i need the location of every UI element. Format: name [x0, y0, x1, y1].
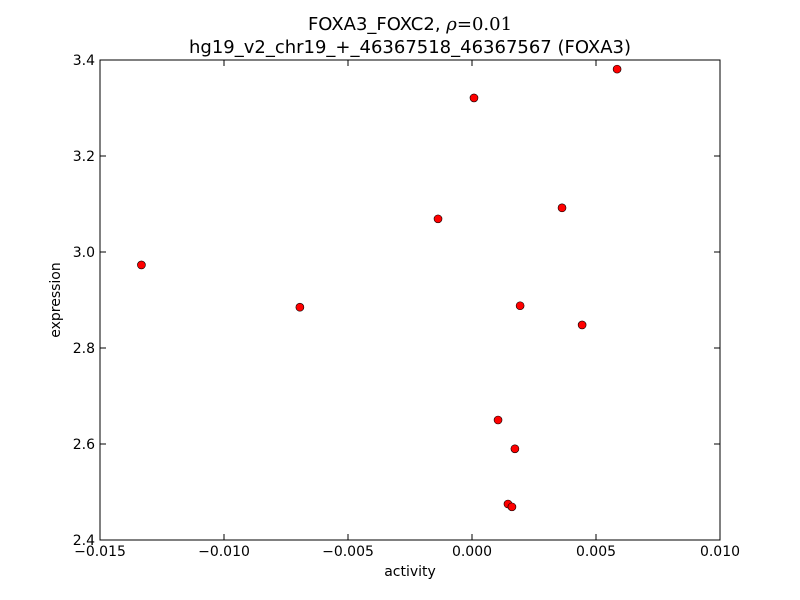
y-tick-label: 3.4: [73, 53, 95, 69]
chart-subtitle: hg19_v2_chr19_+_46367518_46367567 (FOXA3…: [189, 37, 631, 58]
data-point-5: [612, 64, 622, 74]
data-point-2: [295, 302, 305, 312]
data-points: [137, 64, 622, 512]
data-point-12: [507, 502, 517, 512]
chart-title-prefix: FOXA3_FOXC2,: [308, 14, 446, 35]
data-point-7: [515, 301, 525, 311]
plot-area: [100, 60, 720, 540]
data-point-3: [433, 214, 443, 224]
data-point-1: [137, 260, 146, 270]
plot-frame: [99, 59, 721, 541]
x-tick-label: −0.010: [198, 544, 250, 560]
x-tick-label: 0.005: [576, 544, 616, 560]
data-point-9: [493, 415, 503, 425]
x-tick-label: −0.015: [74, 544, 126, 560]
x-axis-label: activity: [384, 564, 436, 580]
chart-title-rho-value: =0.01: [457, 14, 512, 35]
chart-title: FOXA3_FOXC2, ρ=0.01: [308, 14, 512, 35]
y-tick-label: 3.0: [73, 245, 95, 261]
y-tick-label: 3.2: [73, 149, 95, 165]
x-tick-label: −0.005: [322, 544, 374, 560]
chart-title-rho-symbol: ρ: [445, 14, 457, 35]
data-point-6: [557, 203, 567, 213]
data-point-4: [469, 93, 479, 103]
x-tick-label: 0.010: [700, 544, 740, 560]
y-axis-label: expression: [48, 262, 64, 338]
y-tick-label: 2.4: [73, 533, 95, 549]
y-tick-label: 2.8: [73, 341, 95, 357]
x-tick-label: 0.000: [452, 544, 492, 560]
data-point-8: [577, 320, 587, 330]
y-tick-label: 2.6: [73, 437, 95, 453]
data-point-10: [510, 444, 520, 454]
